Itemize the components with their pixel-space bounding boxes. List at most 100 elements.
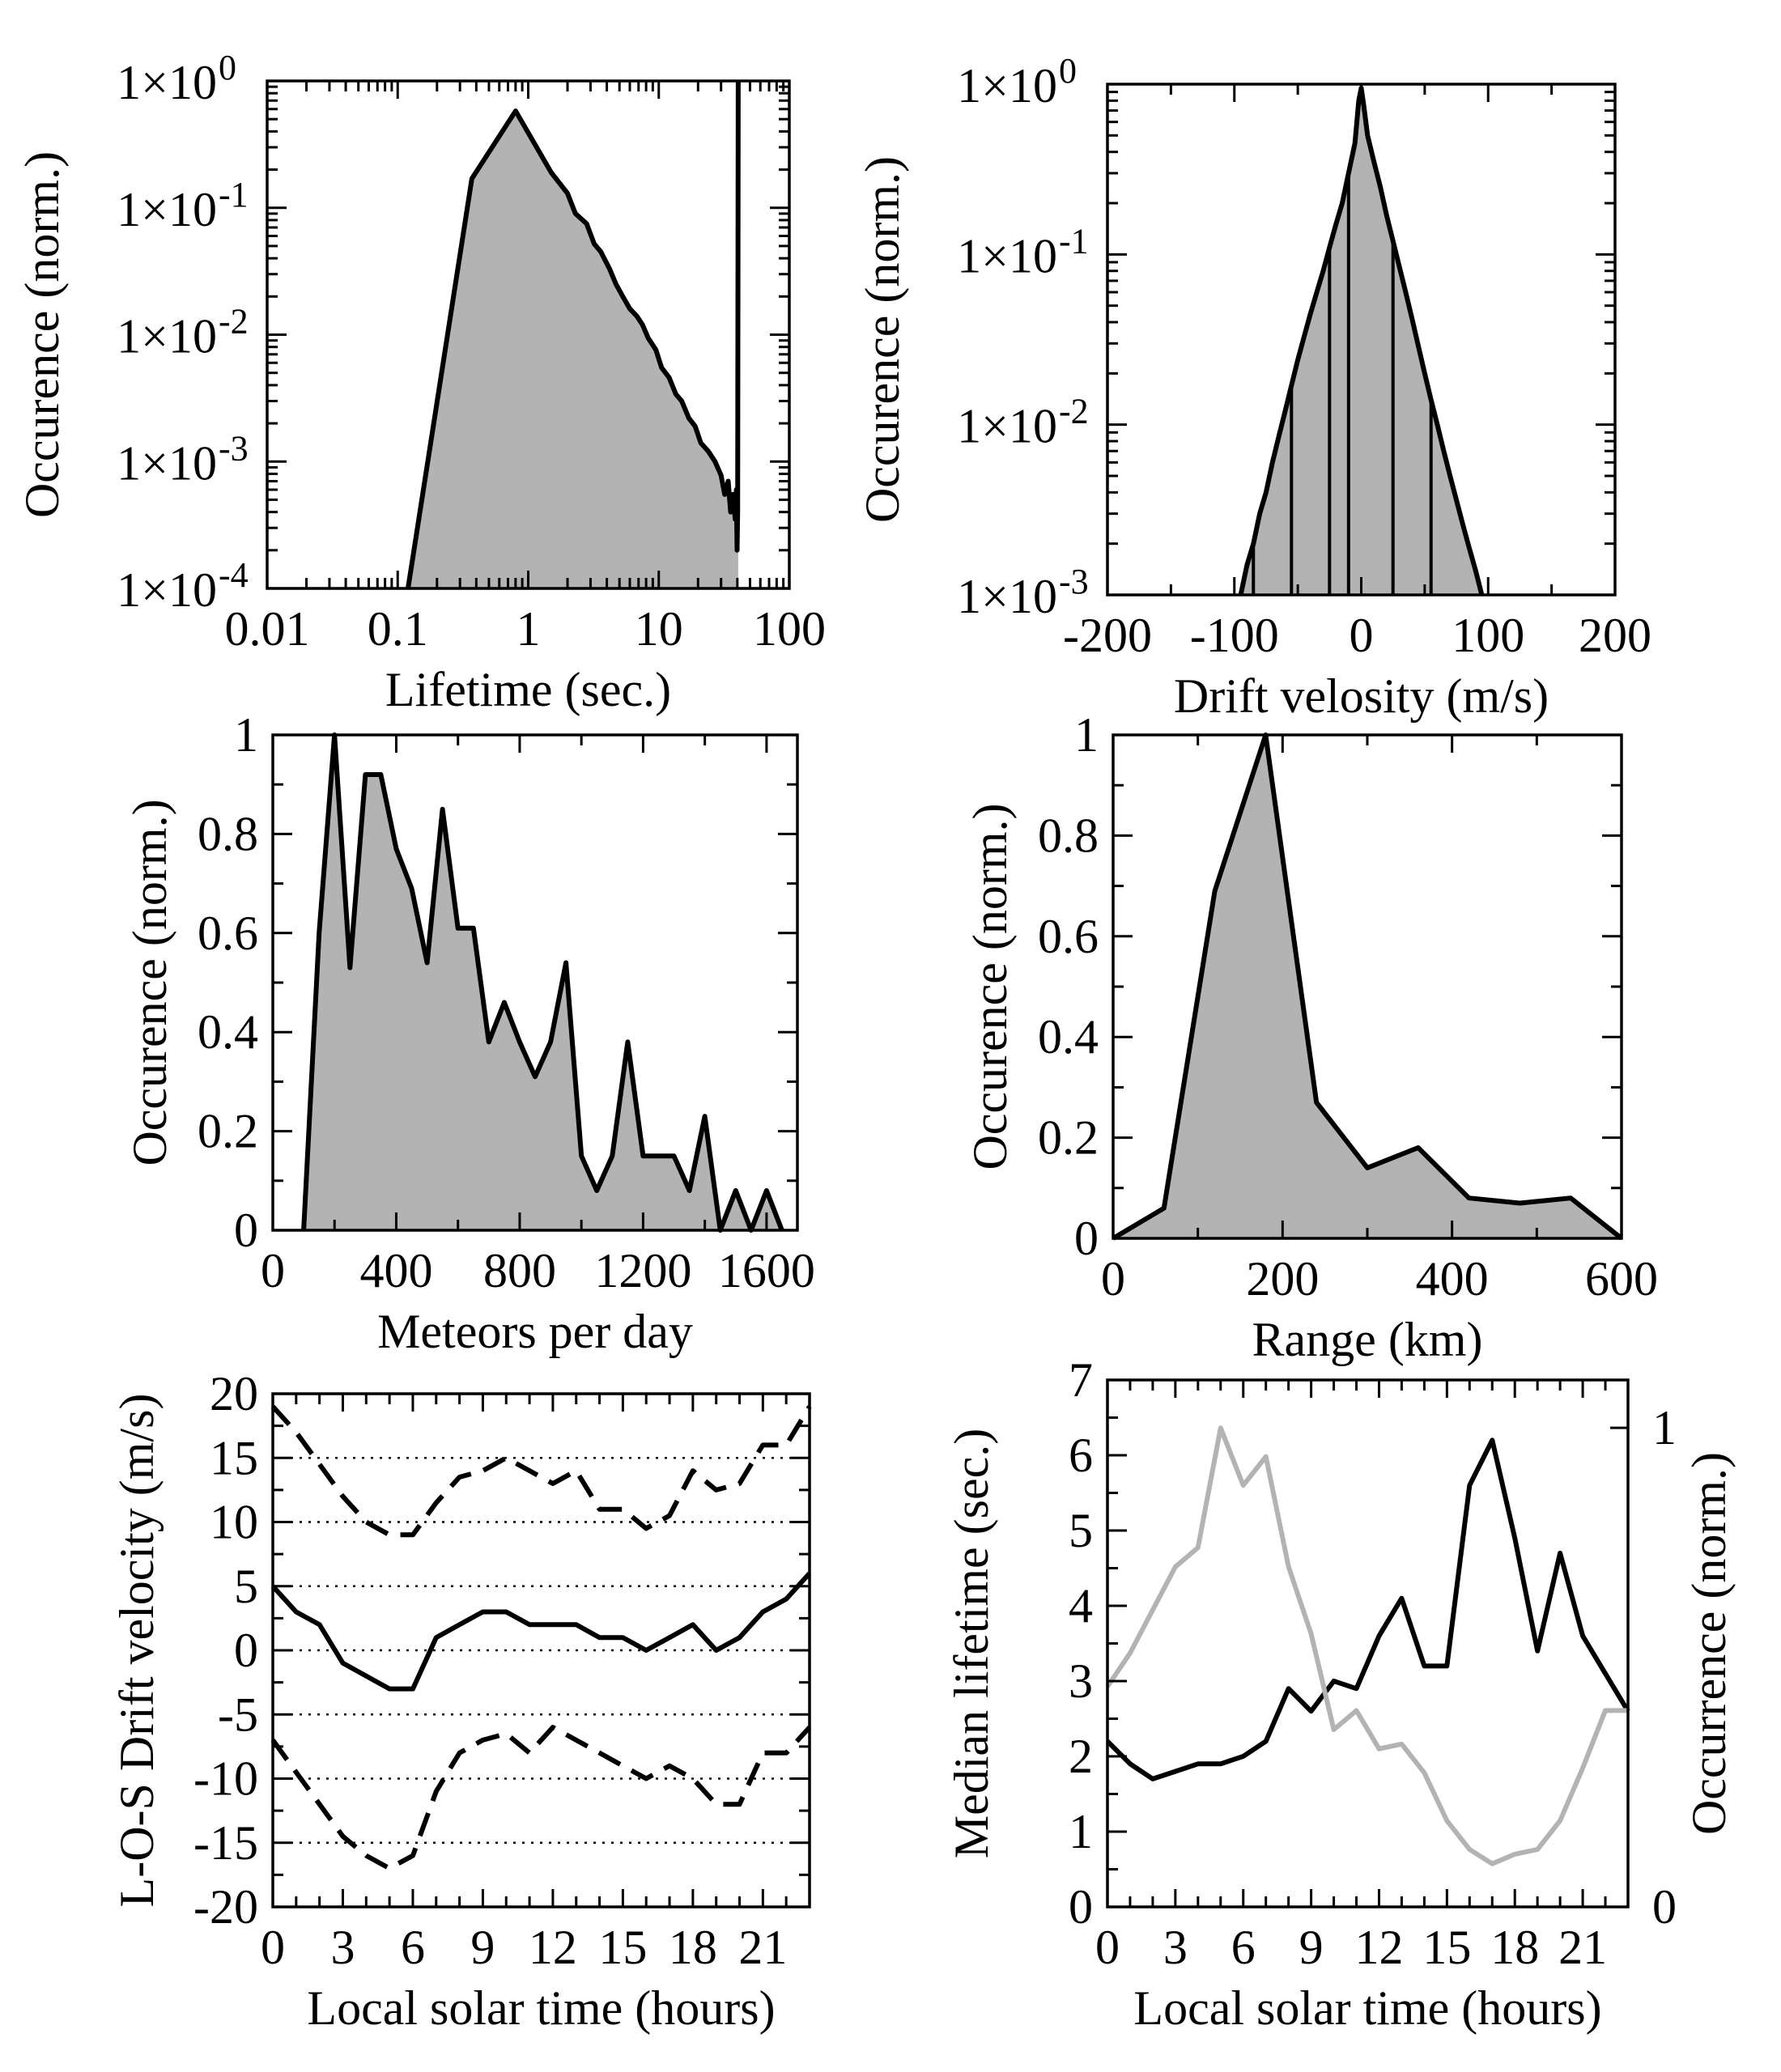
data-point-0-2 [514, 110, 516, 113]
x-tick-label-1: 400 [359, 1244, 432, 1297]
data-point-0-22 [642, 1155, 644, 1157]
data-point-2-7 [435, 1790, 437, 1793]
data-point-1-19 [1537, 1849, 1539, 1851]
data-point-2-17 [669, 1764, 671, 1767]
data-point-1-21 [762, 1611, 764, 1613]
data-point-0-20 [681, 400, 683, 402]
data-point-1-8 [458, 1624, 461, 1626]
y-axis-label: Occurence (norm.) [15, 151, 69, 518]
data-point-0-6 [1242, 1756, 1244, 1758]
x-tick-label-0: 0 [261, 1921, 285, 1974]
data-point-2-21 [762, 1751, 764, 1754]
data-point-0-19 [715, 1488, 717, 1491]
data-point-0-9 [609, 268, 611, 270]
data-point-0-3 [1174, 1770, 1176, 1773]
x-tick-label-0: 0 [1101, 1252, 1125, 1306]
data-point-0-25 [714, 461, 716, 463]
data-point-0-12 [1378, 1635, 1380, 1637]
data-point-0-5 [1271, 461, 1273, 464]
y-axis-label: L-O-S Drift velocity (m/s) [110, 1394, 164, 1908]
data-point-0-7 [1265, 1740, 1267, 1743]
x-tick-label-3: 100 [1452, 609, 1524, 662]
data-point-2-20 [738, 1803, 741, 1806]
data-point-0-1 [295, 1431, 297, 1433]
data-point-2-14 [598, 1751, 601, 1754]
x-tick-label-3: 600 [1585, 1252, 1658, 1306]
data-point-0-36 [1456, 499, 1458, 502]
data-point-0-19 [1537, 1650, 1539, 1652]
data-point-0-8 [458, 1476, 461, 1479]
data-point-1-4 [365, 1675, 368, 1677]
data-point-1-12 [551, 1624, 554, 1626]
x-tick-label-4: 12 [529, 1921, 577, 1974]
data-point-1-5 [1219, 1427, 1222, 1429]
data-point-0-23 [699, 442, 702, 444]
data-point-1-7 [435, 1637, 437, 1639]
y-right-tick-label-0: 0 [1652, 1880, 1677, 1934]
y-tick-label-4: 1×10 [117, 563, 217, 617]
y-tick-label-4: 4 [1069, 1579, 1093, 1633]
x-tick-label-3: 9 [470, 1921, 495, 1974]
data-point-0-23 [657, 1155, 660, 1157]
y-tick-label-4: 0.8 [198, 807, 258, 860]
x-tick-label-3: 9 [1299, 1921, 1324, 1974]
y-tick-label-5: 1 [234, 708, 258, 762]
y-tick-label-0: 1×10 [957, 59, 1057, 113]
y-tick-label-0: 0 [1069, 1880, 1093, 1934]
data-point-0-8 [426, 962, 428, 964]
x-tick-label-2: 0 [1350, 609, 1374, 662]
data-point-1-5 [389, 1688, 391, 1690]
data-point-2-3 [342, 1835, 344, 1837]
data-point-0-32 [735, 489, 737, 491]
y-axis-label: Occurence (norm.) [963, 803, 1017, 1170]
y-tick-exponent-4: -4 [219, 555, 249, 595]
data-point-1-18 [691, 1624, 694, 1626]
data-point-0-6 [412, 1534, 414, 1536]
x-tick-label-3: 10 [635, 602, 683, 656]
data-point-0-33 [736, 549, 738, 551]
x-tick-label-0: 0 [261, 1244, 285, 1297]
series-line-0 [1105, 1437, 1630, 1781]
data-point-0-30 [1418, 345, 1420, 347]
axes-frame [1106, 1378, 1630, 1909]
x-tick-label-2: 6 [1231, 1921, 1256, 1974]
data-point-1-6 [1242, 1484, 1244, 1487]
data-point-0-11 [1355, 1688, 1358, 1690]
data-point-1-13 [1401, 1743, 1403, 1745]
data-point-0-10 [614, 283, 617, 286]
data-point-0-12 [629, 308, 631, 310]
y-tick-label-4: 0.8 [1038, 809, 1099, 862]
data-point-1-15 [622, 1637, 624, 1639]
data-point-0-15 [1446, 1665, 1448, 1667]
data-point-2-12 [551, 1726, 554, 1729]
panel-range: 0 200 400 600 0 0.2 0.4 0.6 0.8 1 Range (km) Occure… [963, 708, 1658, 1366]
data-point-0-5 [389, 1534, 391, 1536]
data-point-0-30 [765, 1190, 767, 1192]
data-point-0-2 [318, 1463, 321, 1466]
series-line-2 [270, 1725, 812, 1871]
data-point-0-29 [1411, 317, 1413, 320]
data-point-0-6 [585, 223, 588, 225]
data-point-0-3 [342, 1495, 344, 1497]
x-axis-label: Drift velosity (m/s) [1174, 669, 1549, 723]
data-point-0-7 [1468, 1197, 1470, 1199]
data-point-1-15 [1446, 1819, 1448, 1822]
y-tick-label-4: 0 [234, 1624, 258, 1677]
data-point-0-39 [1474, 569, 1477, 571]
data-point-0-25 [1385, 214, 1388, 216]
data-point-1-9 [1310, 1633, 1312, 1635]
y-tick-label-7: -15 [193, 1816, 258, 1870]
y-tick-label-1: 15 [210, 1431, 258, 1484]
data-point-0-9 [1297, 359, 1299, 361]
data-point-0-34 [1443, 450, 1445, 452]
data-point-0-28 [734, 1190, 737, 1192]
data-point-1-20 [1559, 1819, 1562, 1822]
data-point-0-11 [1309, 312, 1311, 315]
data-point-0-22 [1605, 1672, 1607, 1675]
data-point-2-15 [622, 1764, 624, 1767]
data-point-0-26 [720, 474, 722, 477]
data-point-0-14 [1423, 1665, 1426, 1667]
data-point-0-10 [505, 1457, 508, 1459]
series-line-0 [1112, 732, 1623, 1241]
